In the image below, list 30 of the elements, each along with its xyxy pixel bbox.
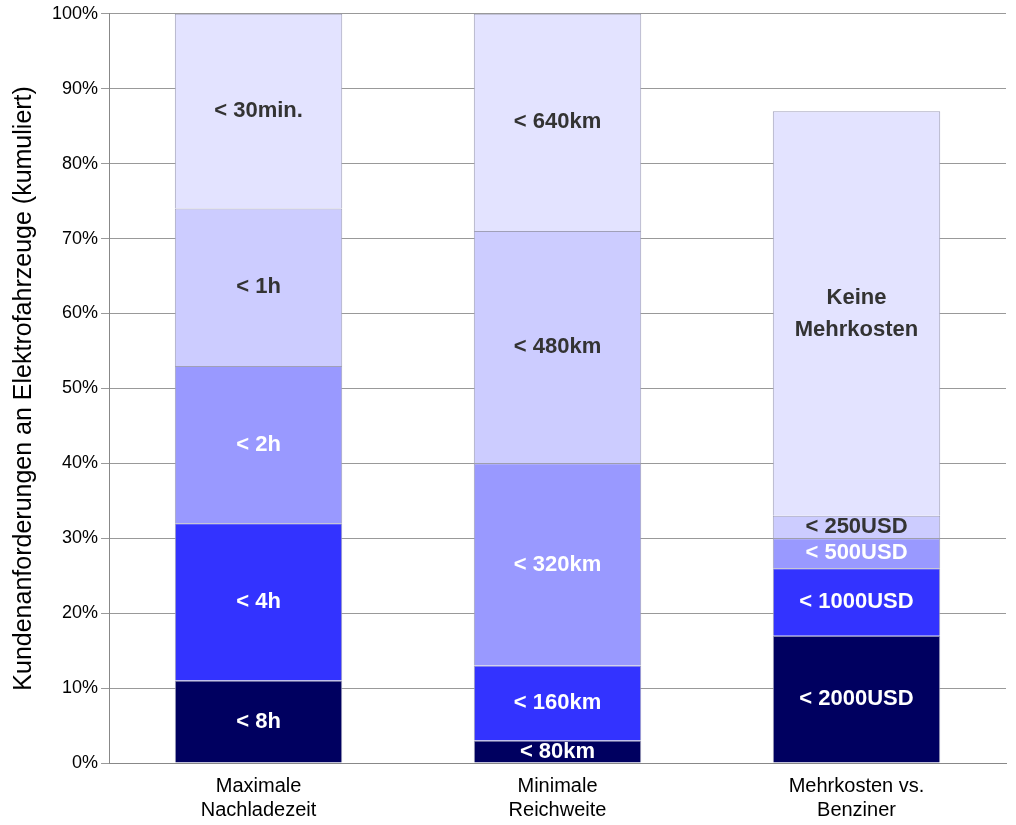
x-tick-label: Maximale Nachladezeit <box>200 773 317 820</box>
x-tick-label: Minimale Reichweite <box>508 773 607 820</box>
y-tick-label: 30% <box>62 527 99 548</box>
y-tick-label: 20% <box>62 602 99 623</box>
x-tick-label: Mehrkosten vs. Benziner <box>788 773 925 820</box>
data-label: < 320km <box>513 550 602 576</box>
data-label: < 1h <box>236 273 281 299</box>
data-label: < 480km <box>513 333 602 359</box>
data-label: Keine Mehrkosten <box>794 283 919 341</box>
data-label: < 1000USD <box>799 587 914 613</box>
data-label: < 160km <box>513 689 602 715</box>
data-label: < 2000USD <box>799 685 914 711</box>
data-label: < 250USD <box>805 513 908 539</box>
data-label: < 80km <box>519 737 596 763</box>
data-label: < 4h <box>236 587 281 613</box>
y-tick-label: 50% <box>62 377 99 398</box>
y-tick-label: 0% <box>72 751 99 772</box>
data-label: < 640km <box>513 108 602 134</box>
y-axis-title: Kundenanforderungen an Elektrofahrzeuge (kumuliert) <box>7 86 36 691</box>
y-tick-label: 70% <box>62 227 99 248</box>
y-tick-label: 40% <box>62 452 99 473</box>
y-tick-label: 100% <box>51 2 99 23</box>
y-tick-label: 90% <box>62 77 99 98</box>
data-label: < 8h <box>236 707 281 733</box>
y-tick-label: 60% <box>62 302 99 323</box>
data-label: < 30min. <box>214 97 303 123</box>
data-label: < 500USD <box>805 539 908 565</box>
y-tick-label: 10% <box>62 677 99 698</box>
y-tick-label: 80% <box>62 152 99 173</box>
data-label: < 2h <box>236 430 281 456</box>
